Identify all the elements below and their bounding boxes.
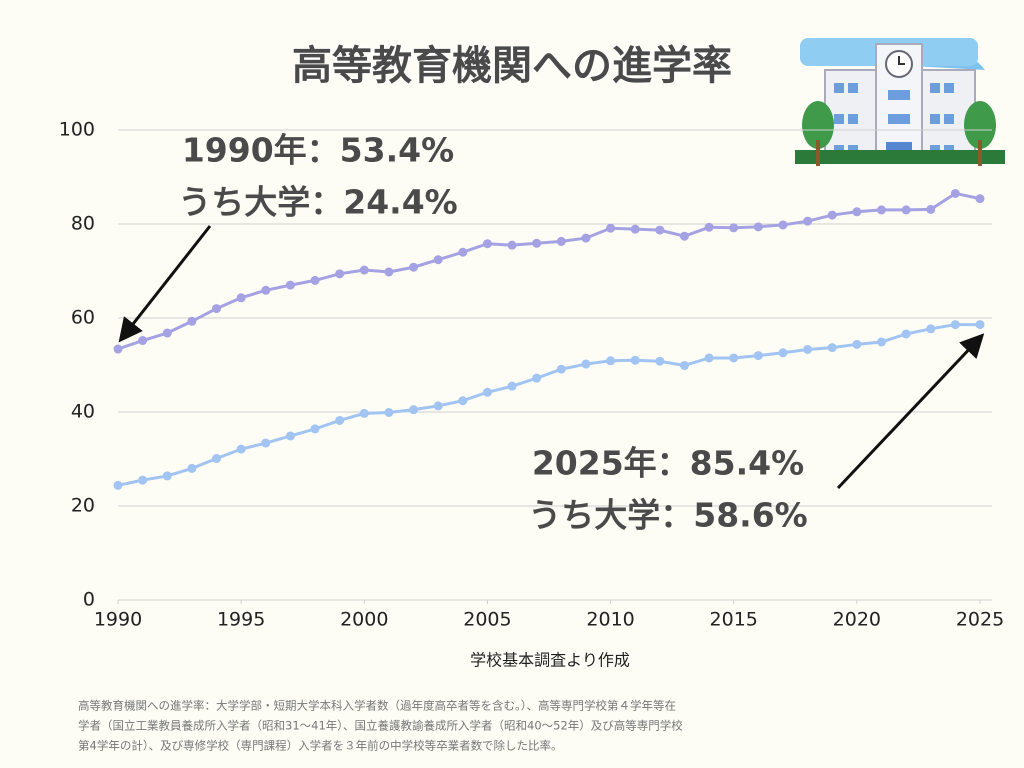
data-point bbox=[655, 225, 665, 235]
data-point bbox=[753, 351, 763, 361]
data-point bbox=[581, 359, 591, 369]
data-point bbox=[581, 233, 591, 243]
data-point bbox=[876, 205, 886, 215]
x-tick-label: 2005 bbox=[463, 609, 511, 631]
data-point bbox=[384, 407, 394, 417]
data-point bbox=[212, 304, 222, 314]
data-point bbox=[630, 355, 640, 365]
data-point bbox=[532, 373, 542, 383]
data-point bbox=[236, 444, 246, 454]
data-point bbox=[679, 360, 689, 370]
data-point bbox=[113, 480, 123, 490]
y-tick-label: 20 bbox=[71, 495, 95, 517]
x-tick-label: 1995 bbox=[217, 609, 265, 631]
data-point bbox=[926, 204, 936, 214]
footnote: 高等教育機関への進学率：大学学部・短期大学本科入学者数（過年度高卒者等を含む。）… bbox=[78, 699, 676, 713]
data-point bbox=[261, 438, 271, 448]
data-point bbox=[704, 222, 714, 232]
footnote: 学者（国立工業教員養成所入学者（昭和31〜41年）、国立養護教諭養成所入学者（昭… bbox=[78, 719, 683, 733]
y-tick-label: 80 bbox=[71, 213, 95, 235]
data-point bbox=[630, 224, 640, 234]
data-point bbox=[384, 267, 394, 277]
data-point bbox=[926, 324, 936, 334]
data-point bbox=[507, 240, 517, 250]
x-tick-label: 2000 bbox=[340, 609, 388, 631]
data-point bbox=[285, 280, 295, 290]
data-point bbox=[162, 471, 172, 481]
arrows bbox=[118, 225, 985, 490]
data-point bbox=[335, 269, 345, 279]
data-point bbox=[532, 238, 542, 248]
data-point bbox=[138, 336, 148, 346]
footnote: 第4学年の計）、及び専修学校（専門課程）入学者を３年前の中学校等卒業者数で除した… bbox=[78, 739, 563, 753]
data-point bbox=[138, 475, 148, 485]
data-point bbox=[827, 210, 837, 220]
data-point bbox=[335, 415, 345, 425]
y-tick-label: 40 bbox=[71, 401, 95, 423]
data-point bbox=[556, 236, 566, 246]
data-point bbox=[261, 285, 271, 295]
data-point bbox=[606, 356, 616, 366]
annotation: うち大学：24.4% bbox=[178, 183, 458, 222]
data-point bbox=[729, 353, 739, 363]
data-point bbox=[729, 223, 739, 233]
data-point bbox=[606, 223, 616, 233]
data-point bbox=[950, 188, 960, 198]
data-point bbox=[975, 194, 985, 204]
x-tick-label: 2010 bbox=[586, 609, 634, 631]
data-point bbox=[901, 205, 911, 215]
data-point bbox=[827, 343, 837, 353]
data-point bbox=[433, 401, 443, 411]
school-illustration bbox=[795, 38, 1005, 166]
data-point bbox=[359, 408, 369, 418]
data-point bbox=[212, 454, 222, 464]
data-point bbox=[679, 231, 689, 241]
y-tick-label: 0 bbox=[83, 589, 95, 611]
data-point bbox=[187, 463, 197, 473]
x-axis-label: 学校基本調査より作成 bbox=[470, 651, 630, 670]
data-point bbox=[901, 329, 911, 339]
data-point bbox=[852, 339, 862, 349]
data-point bbox=[704, 353, 714, 363]
data-point bbox=[433, 255, 443, 265]
data-point bbox=[876, 337, 886, 347]
plot-area: 0 20 40 60 80 100 1990 1995 2000 2005 2010 2015 2020… bbox=[59, 119, 1004, 631]
annotation: 2025年：85.4% bbox=[532, 444, 804, 483]
data-point bbox=[409, 405, 419, 415]
data-point bbox=[778, 220, 788, 230]
data-point bbox=[113, 344, 123, 354]
annotation: 1990年：53.4% bbox=[182, 131, 454, 170]
data-point bbox=[655, 356, 665, 366]
data-point bbox=[162, 328, 172, 338]
data-point bbox=[556, 364, 566, 374]
data-point bbox=[285, 431, 295, 441]
data-point bbox=[507, 381, 517, 391]
chart-title: 高等教育機関への進学率 bbox=[292, 43, 732, 89]
data-point bbox=[778, 348, 788, 358]
y-tick-label: 100 bbox=[59, 119, 95, 141]
data-point bbox=[458, 396, 468, 406]
data-point bbox=[803, 216, 813, 226]
annotation: うち大学：58.6% bbox=[528, 496, 808, 535]
data-point bbox=[482, 387, 492, 397]
data-point bbox=[236, 293, 246, 303]
x-tick-label: 2020 bbox=[833, 609, 881, 631]
data-point bbox=[187, 316, 197, 326]
data-point bbox=[975, 320, 985, 330]
data-point bbox=[803, 344, 813, 354]
y-tick-label: 60 bbox=[71, 307, 95, 329]
data-point bbox=[409, 262, 419, 272]
x-tick-label: 2025 bbox=[956, 609, 1004, 631]
data-point bbox=[950, 320, 960, 330]
data-point bbox=[310, 275, 320, 285]
data-point bbox=[458, 247, 468, 257]
x-tick-label: 1990 bbox=[94, 609, 142, 631]
x-tick-label: 2015 bbox=[710, 609, 758, 631]
data-point bbox=[359, 265, 369, 275]
data-point bbox=[852, 207, 862, 217]
data-point bbox=[310, 424, 320, 434]
data-point bbox=[482, 239, 492, 249]
data-point bbox=[753, 222, 763, 232]
